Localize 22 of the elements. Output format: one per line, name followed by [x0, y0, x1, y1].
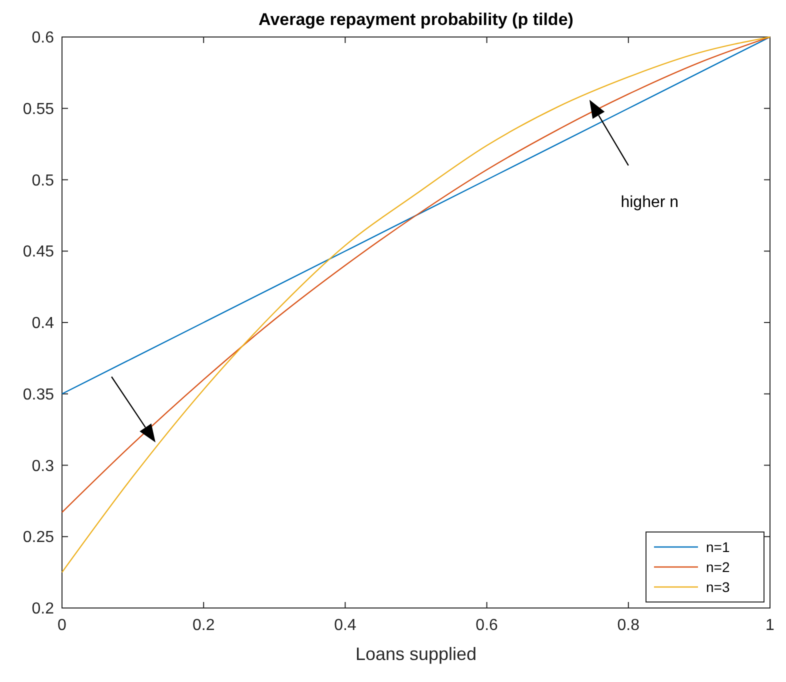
annotation: higher n — [620, 194, 679, 211]
y-tick-label: 0.35 — [22, 386, 54, 404]
chart-title: Average repayment probability (p tilde) — [258, 10, 574, 29]
y-tick-label: 0.6 — [32, 30, 54, 47]
y-tick-label: 0.25 — [22, 529, 54, 546]
x-tick-label: 0.8 — [617, 617, 640, 634]
x-tick-label: 0.2 — [192, 617, 215, 634]
legend-label: n=1 — [706, 538, 730, 555]
y-tick-label: 0.3 — [32, 458, 54, 475]
y-tick-label: 0.55 — [22, 100, 54, 118]
y-tick-label: 0.45 — [22, 244, 54, 261]
line-series — [61, 36, 771, 394]
x-tick-label: 0 — [58, 617, 67, 634]
x-tick-label: 0.6 — [476, 617, 498, 634]
y-tick-label: 0.2 — [32, 600, 54, 618]
legend-label: n=3 — [706, 578, 730, 595]
y-tick-label: 0.5 — [32, 172, 54, 190]
legend-label: n=2 — [706, 558, 730, 575]
y-tick-label: 0.4 — [32, 315, 54, 332]
x-tick-label: 1 — [766, 617, 775, 634]
x-tick-label: 0.4 — [334, 617, 356, 634]
x-axis-title: Loans supplied — [355, 644, 477, 664]
